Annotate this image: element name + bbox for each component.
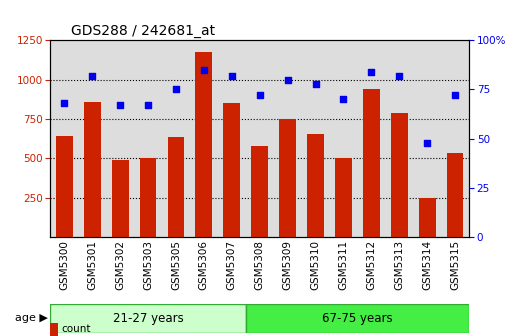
Bar xyxy=(357,40,385,237)
Bar xyxy=(162,40,190,237)
Point xyxy=(395,73,403,78)
Bar xyxy=(363,89,379,237)
Bar xyxy=(224,103,240,237)
Point xyxy=(339,96,348,102)
Bar xyxy=(84,102,101,237)
Bar xyxy=(330,40,357,237)
Point xyxy=(200,67,208,73)
Point xyxy=(255,93,264,98)
Bar xyxy=(279,119,296,237)
Bar xyxy=(50,304,246,333)
Point xyxy=(423,140,431,145)
Bar xyxy=(246,40,273,237)
Bar xyxy=(419,198,436,237)
Point xyxy=(311,81,320,86)
Bar xyxy=(167,137,184,237)
Bar xyxy=(56,136,73,237)
Point xyxy=(88,73,96,78)
Text: 67-75 years: 67-75 years xyxy=(322,312,393,325)
Bar xyxy=(307,134,324,237)
Bar xyxy=(385,40,413,237)
Bar xyxy=(106,40,134,237)
Text: age ▶: age ▶ xyxy=(15,313,48,323)
Point xyxy=(227,73,236,78)
Text: 21-27 years: 21-27 years xyxy=(113,312,183,325)
Point xyxy=(367,69,376,75)
Point xyxy=(116,102,125,108)
Bar xyxy=(251,146,268,237)
Bar xyxy=(413,40,441,237)
Point xyxy=(451,93,460,98)
Bar xyxy=(78,40,106,237)
Text: GDS288 / 242681_at: GDS288 / 242681_at xyxy=(71,24,215,38)
Bar xyxy=(50,40,78,237)
Text: count: count xyxy=(61,324,91,334)
Bar xyxy=(447,153,463,237)
Bar xyxy=(391,113,408,237)
Bar xyxy=(196,52,212,237)
Point xyxy=(172,87,180,92)
Bar xyxy=(302,40,330,237)
Bar xyxy=(112,160,128,237)
Bar xyxy=(140,158,156,237)
Point xyxy=(284,77,292,82)
Bar xyxy=(273,40,302,237)
Point xyxy=(144,102,152,108)
Bar xyxy=(246,304,469,333)
Bar xyxy=(335,158,352,237)
Bar xyxy=(134,40,162,237)
Bar xyxy=(190,40,218,237)
Point xyxy=(60,100,68,106)
Bar xyxy=(218,40,246,237)
Bar xyxy=(441,40,469,237)
